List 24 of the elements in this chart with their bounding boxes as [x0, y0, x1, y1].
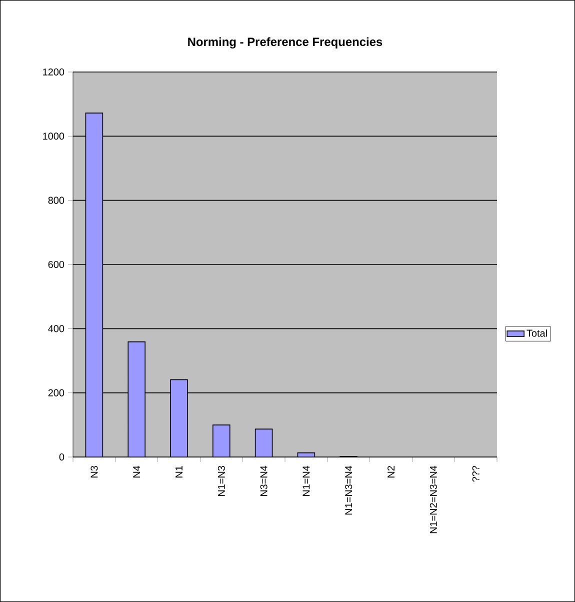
y-tick-label: 1000 — [43, 132, 64, 140]
y-tick-label: 400 — [48, 325, 64, 332]
x-tick-label: N2 — [388, 466, 394, 478]
y-tick-label: 0 — [59, 453, 64, 461]
x-tick-label: N1=N3 — [218, 466, 225, 496]
x-tick-label: ??? — [472, 466, 480, 482]
y-tick-label: 600 — [48, 260, 64, 268]
x-tick-label: N1=N2=N3=N4 — [430, 466, 437, 534]
x-tick-label: N4 — [133, 466, 140, 478]
y-tick-label: 800 — [48, 196, 64, 204]
bar — [170, 379, 188, 457]
x-tick-label: N1=N4 — [302, 466, 310, 496]
bar — [254, 428, 273, 457]
x-tick-label: N3=N4 — [260, 466, 268, 496]
x-tick-label: N1 — [176, 466, 182, 478]
y-tick-label: 200 — [48, 389, 64, 396]
y-tick-label: 1200 — [43, 68, 64, 76]
bar — [85, 112, 104, 457]
x-tick-label: N3 — [90, 466, 98, 478]
bar — [128, 341, 146, 457]
bar — [212, 424, 230, 457]
chart-title: Norming - Preference Frequencies — [188, 37, 382, 48]
legend-label: Total — [526, 329, 547, 337]
x-tick-label: N1=N3=N4 — [345, 466, 352, 515]
